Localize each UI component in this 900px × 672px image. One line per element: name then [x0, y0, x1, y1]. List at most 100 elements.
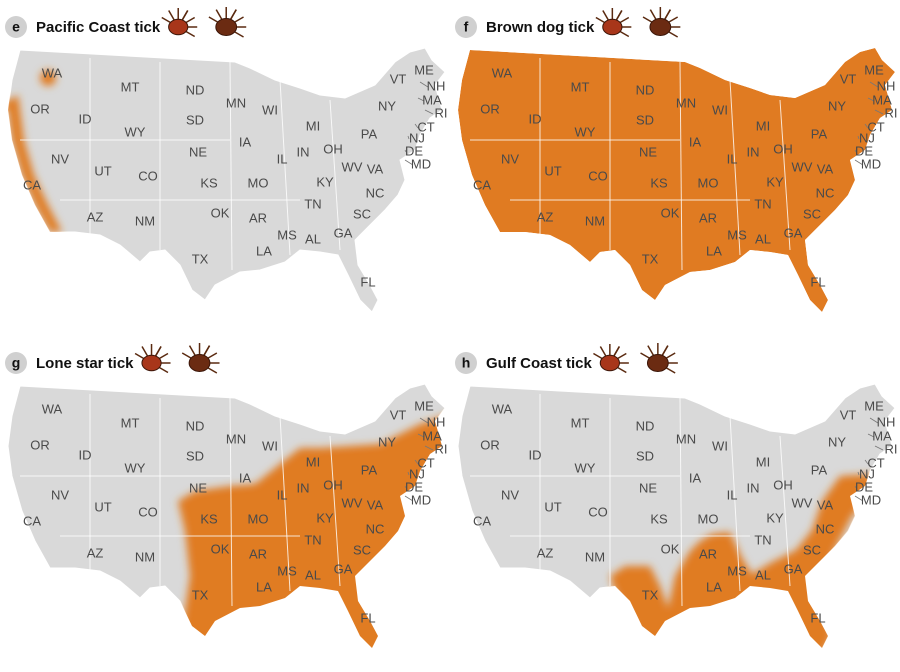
tick-body	[215, 18, 238, 36]
state-label: NE	[639, 480, 657, 495]
state-label: SC	[353, 206, 371, 221]
state-label: MI	[306, 454, 320, 469]
state-label: OH	[773, 141, 793, 156]
state-label: KS	[200, 511, 218, 526]
state-label: NM	[585, 213, 605, 228]
label-leader	[414, 123, 419, 129]
tick-body	[602, 18, 623, 36]
state-label: CO	[138, 504, 158, 519]
panel-badge	[455, 352, 477, 374]
state-label: MN	[226, 95, 246, 110]
state-label: NM	[135, 549, 155, 564]
state-label: NJ	[859, 130, 875, 145]
state-label: MD	[861, 492, 881, 507]
state-label: ID	[529, 447, 542, 462]
state-label: TX	[192, 587, 209, 602]
tick-icon	[642, 7, 681, 38]
state-label: VT	[840, 407, 857, 422]
label-leader	[867, 433, 875, 438]
state-label: MA	[872, 92, 892, 107]
state-label: CT	[417, 455, 434, 470]
state-label: ND	[186, 418, 205, 433]
state-label: OR	[480, 101, 500, 116]
state-label: TN	[304, 532, 321, 547]
state-label: GA	[334, 561, 353, 576]
state-label: UT	[544, 499, 561, 514]
state-label: NC	[816, 185, 835, 200]
state-label: FL	[360, 274, 375, 289]
state-label: WV	[792, 495, 813, 510]
label-leader	[424, 445, 434, 451]
state-border	[779, 435, 791, 587]
state-label: NE	[189, 480, 207, 495]
tick-icon	[161, 8, 198, 38]
label-leader	[407, 471, 410, 476]
tick-icon	[208, 7, 247, 38]
state-border	[279, 415, 291, 592]
state-label: PA	[811, 126, 828, 141]
state-label: NC	[366, 185, 385, 200]
state-label: WI	[262, 438, 278, 453]
state-label: IA	[689, 134, 702, 149]
state-label: LA	[256, 243, 272, 258]
state-label: ND	[636, 418, 655, 433]
state-border	[679, 61, 683, 271]
state-label: KY	[766, 510, 784, 525]
state-label: CA	[473, 177, 491, 192]
state-label: MI	[756, 454, 770, 469]
state-label: AZ	[537, 209, 554, 224]
state-label: IA	[239, 134, 252, 149]
state-label: NJ	[409, 130, 425, 145]
state-label: AR	[699, 210, 717, 225]
state-label: CA	[473, 513, 491, 528]
label-leader	[417, 97, 425, 102]
label-leader	[854, 485, 857, 489]
state-label: TN	[304, 196, 321, 211]
state-label: MA	[872, 428, 892, 443]
range-group	[458, 48, 895, 312]
tick-icon	[640, 343, 678, 374]
state-label: AL	[305, 231, 321, 246]
state-label: NM	[135, 213, 155, 228]
state-label: MN	[676, 95, 696, 110]
state-label: IL	[727, 487, 738, 502]
panel-badge	[5, 16, 27, 38]
state-label: IN	[747, 144, 760, 159]
state-label: MN	[226, 431, 246, 446]
state-label: AL	[755, 231, 771, 246]
state-label: NM	[585, 549, 605, 564]
state-label: RI	[435, 105, 448, 120]
us-outline	[7, 47, 446, 313]
state-label: SD	[636, 448, 654, 463]
state-label: MO	[698, 511, 719, 526]
state-label: SD	[636, 112, 654, 127]
state-label: MT	[571, 415, 590, 430]
state-label: NJ	[409, 466, 425, 481]
state-label: ID	[529, 111, 542, 126]
state-label: CT	[867, 455, 884, 470]
state-label: OR	[30, 101, 50, 116]
state-border	[679, 397, 683, 607]
state-label: MD	[411, 156, 431, 171]
panel-title: Pacific Coast tick	[36, 19, 161, 36]
state-border	[329, 99, 341, 251]
label-leader	[864, 459, 869, 465]
state-label: DE	[405, 143, 423, 158]
state-label: MI	[756, 118, 770, 133]
state-label: SC	[353, 542, 371, 557]
tick-body	[141, 354, 162, 372]
label-leader	[854, 149, 857, 153]
state-label: OK	[211, 541, 230, 556]
state-label: MT	[121, 415, 140, 430]
state-label: WI	[712, 102, 728, 117]
state-label: NY	[828, 98, 846, 113]
state-label: IN	[747, 480, 760, 495]
state-label: RI	[435, 441, 448, 456]
tick-body	[649, 18, 672, 36]
state-label: CO	[588, 504, 608, 519]
state-label: CT	[417, 119, 434, 134]
state-label: DE	[855, 143, 873, 158]
state-label: MT	[121, 79, 140, 94]
state-label: NH	[427, 414, 446, 429]
